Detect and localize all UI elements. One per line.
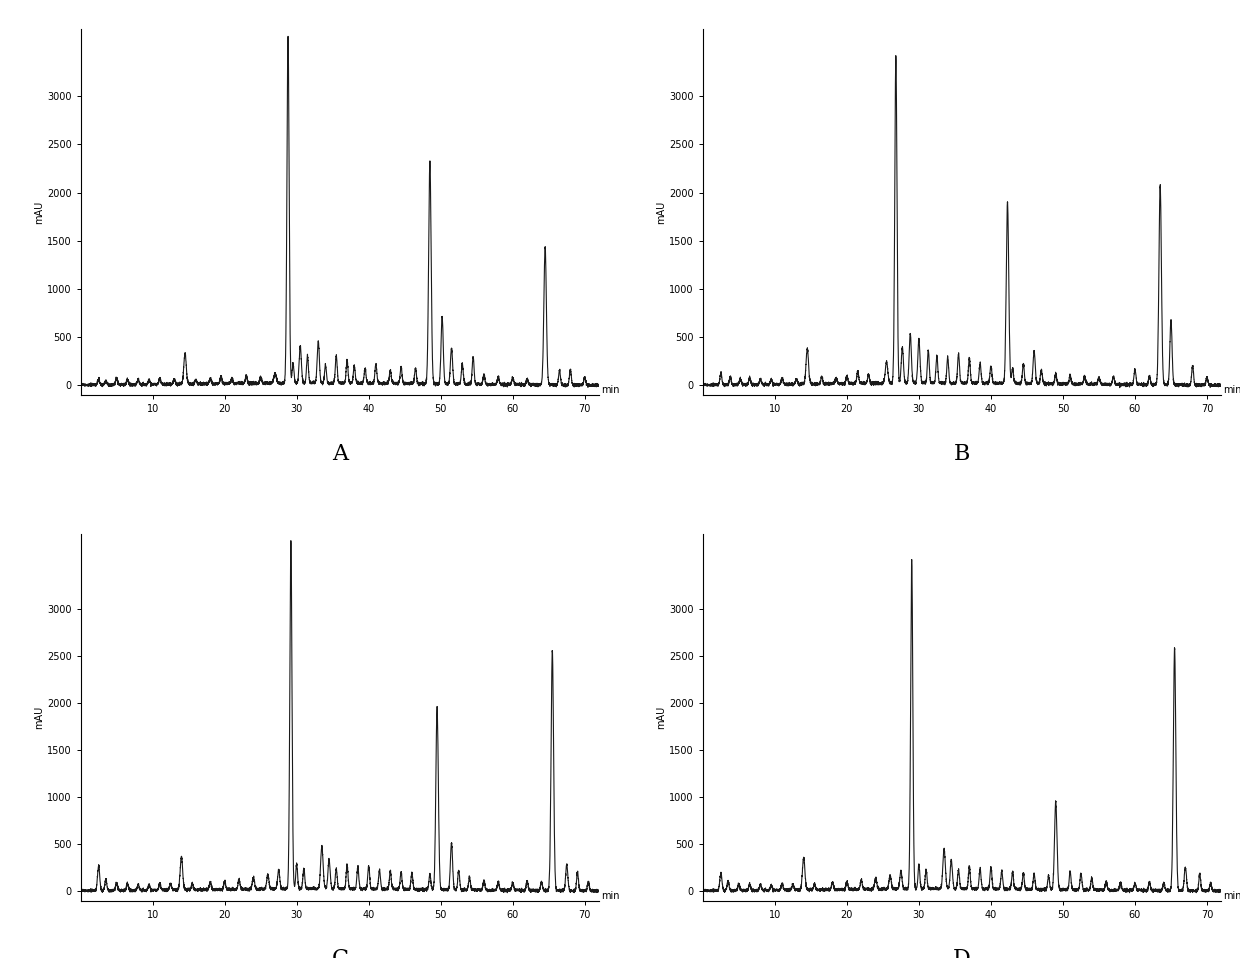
Y-axis label: mAU: mAU bbox=[33, 706, 45, 729]
Text: min: min bbox=[601, 891, 620, 901]
Text: A: A bbox=[332, 443, 348, 465]
Text: min: min bbox=[1224, 385, 1240, 395]
Text: min: min bbox=[601, 385, 620, 395]
Y-axis label: mAU: mAU bbox=[33, 200, 45, 223]
Text: min: min bbox=[1224, 891, 1240, 901]
Y-axis label: mAU: mAU bbox=[656, 706, 666, 729]
Y-axis label: mAU: mAU bbox=[656, 200, 666, 223]
Text: B: B bbox=[954, 443, 971, 465]
Text: D: D bbox=[954, 948, 971, 958]
Text: C: C bbox=[331, 948, 348, 958]
